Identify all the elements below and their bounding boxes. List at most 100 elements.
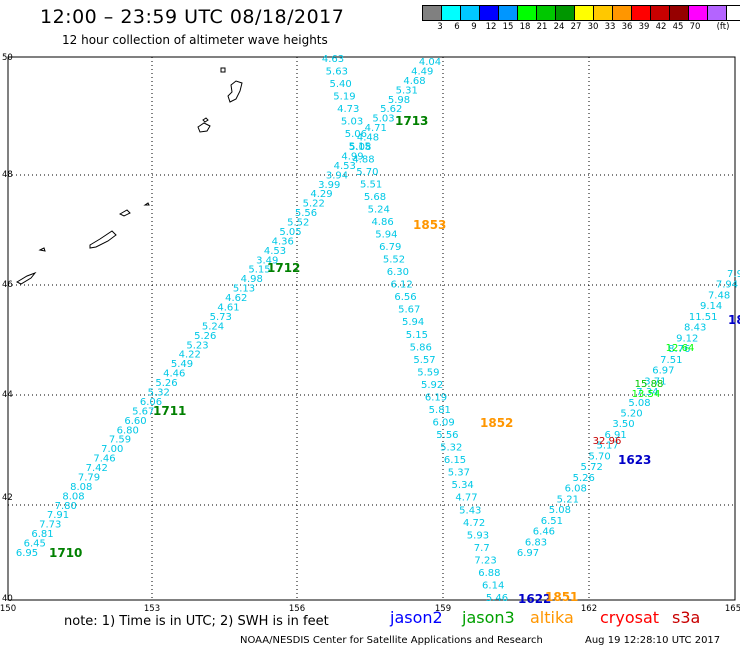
pass-time-label: 1622 — [518, 592, 551, 606]
swh-value-track-a: 8.08 — [70, 482, 92, 493]
swh-value-track-a: 3.49 — [256, 255, 278, 266]
scale-label: 36 — [621, 22, 633, 32]
scale-label: 12 — [485, 22, 497, 32]
island-outline — [143, 202, 150, 206]
swh-value-track-a: 4.61 — [217, 303, 239, 314]
swh-value-track-a: 4.53 — [264, 246, 286, 257]
swh-value-track-a: 5.08 — [349, 142, 371, 153]
lon-tick-label: 165 — [725, 604, 740, 614]
swh-value-track-a: 7.80 — [55, 501, 77, 512]
swh-value-track-b: 6.15 — [444, 455, 466, 466]
swh-value-track-b: 6.79 — [379, 242, 401, 253]
swh-value-track-c: 5.26 — [573, 473, 595, 484]
swh-value-track-c: 8.43 — [684, 323, 706, 334]
swh-value-track-a: 3.94 — [326, 170, 348, 181]
swh-value-track-c: 6.08 — [565, 484, 587, 495]
lat-tick-label: 46 — [2, 280, 13, 290]
swh-value-track-b: 5.37 — [448, 468, 470, 479]
swh-value-track-b: 5.51 — [360, 179, 382, 190]
swh-value-track-b: 6.88 — [478, 568, 500, 579]
legend-satellite-jason2: jason2 — [390, 608, 443, 627]
page-subtitle: 12 hour collection of altimeter wave hei… — [62, 33, 328, 47]
swh-value-track-c: 6.91 — [604, 430, 626, 441]
scale-label: 27 — [570, 22, 582, 32]
swh-value-track-a: 6.81 — [31, 529, 53, 540]
swh-value-track-b: 5.19 — [333, 92, 355, 103]
pass-time-label: 1853 — [413, 218, 446, 232]
swh-value-track-a: 5.56 — [295, 208, 317, 219]
swh-value-track-a: 4.98 — [241, 274, 263, 285]
scale-swatch — [726, 5, 740, 21]
swh-value-track-a: 4.68 — [403, 76, 425, 87]
swh-value-track-a: 5.98 — [388, 95, 410, 106]
lon-tick-label: 159 — [435, 604, 451, 614]
swh-value-track-a: 6.06 — [140, 397, 162, 408]
swh-value-highlight: 32.96 — [593, 436, 622, 447]
swh-value-track-b: 5.15 — [406, 330, 428, 341]
swh-value-track-b: 5.46 — [486, 593, 508, 604]
lat-tick-label: 44 — [2, 390, 13, 400]
swh-value-track-b: 5.70 — [356, 167, 378, 178]
pass-time-label: 1852 — [480, 416, 513, 430]
scale-label: 45 — [672, 22, 684, 32]
swh-value-track-a: 3.99 — [318, 180, 340, 191]
swh-value-track-a: 4.22 — [179, 350, 201, 361]
swh-value-track-a: 7.46 — [93, 454, 115, 465]
scale-label: 30 — [587, 22, 599, 32]
lat-tick-label: 42 — [2, 493, 13, 503]
swh-value-track-a: 4.53 — [334, 161, 356, 172]
swh-value-track-a: 5.23 — [186, 340, 208, 351]
swh-value-track-a: 7.00 — [101, 444, 123, 455]
swh-value-track-b: 5.59 — [417, 367, 439, 378]
pass-time-label: 1623 — [618, 453, 651, 467]
map-frame — [7, 56, 736, 601]
swh-value-track-b: 6.14 — [482, 580, 504, 591]
scale-label: 33 — [604, 22, 616, 32]
swh-value-track-b: 4.72 — [463, 518, 485, 529]
swh-value-track-c: 9.14 — [700, 301, 722, 312]
island-outline — [227, 80, 243, 103]
swh-value-track-c: 5.72 — [581, 462, 603, 473]
swh-value-track-b: 5.06 — [345, 129, 367, 140]
lat-tick-label: 50 — [2, 53, 13, 63]
swh-value-track-a: 4.46 — [163, 369, 185, 380]
swh-value-track-a: 6.45 — [24, 539, 46, 550]
scale-label: 6 — [454, 22, 460, 32]
swh-value-track-b: 5.43 — [459, 505, 481, 516]
swh-value-track-c: 9.12 — [676, 333, 698, 344]
swh-value-track-b: 5.40 — [329, 79, 351, 90]
swh-value-track-a: 5.73 — [210, 312, 232, 323]
swh-value-track-a: 5.49 — [171, 359, 193, 370]
scale-label: 9 — [471, 22, 477, 32]
swh-value-track-b: 5.32 — [440, 443, 462, 454]
swh-value-track-a: 5.24 — [202, 321, 224, 332]
island-outline — [197, 122, 211, 133]
lon-tick-label: 162 — [581, 604, 597, 614]
swh-value-track-b: 4.86 — [371, 217, 393, 228]
swh-value-track-b: 5.94 — [402, 317, 424, 328]
swh-value-track-c: 7.9 — [727, 269, 740, 280]
lon-tick-label: 156 — [289, 604, 305, 614]
pass-time-label: 1712 — [267, 261, 300, 275]
swh-value-track-b: 7.23 — [474, 555, 496, 566]
swh-value-track-a: 7.73 — [39, 520, 61, 531]
swh-value-track-c: 5.08 — [628, 398, 650, 409]
swh-value-track-c: 7.34 — [636, 387, 658, 398]
swh-value-track-c: 8.76 — [668, 344, 690, 355]
credit-line: NOAA/NESDIS Center for Satellite Applica… — [240, 635, 543, 646]
pass-time-label: 1710 — [49, 546, 82, 560]
swh-value-track-a: 5.67 — [132, 406, 154, 417]
swh-value-track-b: 5.52 — [383, 255, 405, 266]
swh-value-track-a: 4.36 — [272, 236, 294, 247]
swh-value-track-a: 5.22 — [303, 199, 325, 210]
swh-value-track-c: 7.48 — [708, 290, 730, 301]
swh-value-track-c: 5.08 — [549, 505, 571, 516]
swh-value-track-a: 5.32 — [148, 387, 170, 398]
swh-value-track-b: 5.92 — [421, 380, 443, 391]
scale-label: 39 — [638, 22, 650, 32]
swh-value-track-a: 5.62 — [380, 104, 402, 115]
pass-time-label: 18 — [728, 313, 740, 327]
island-outline — [220, 67, 226, 73]
footer-note: note: 1) Time is in UTC; 2) SWH is in fe… — [64, 614, 329, 629]
